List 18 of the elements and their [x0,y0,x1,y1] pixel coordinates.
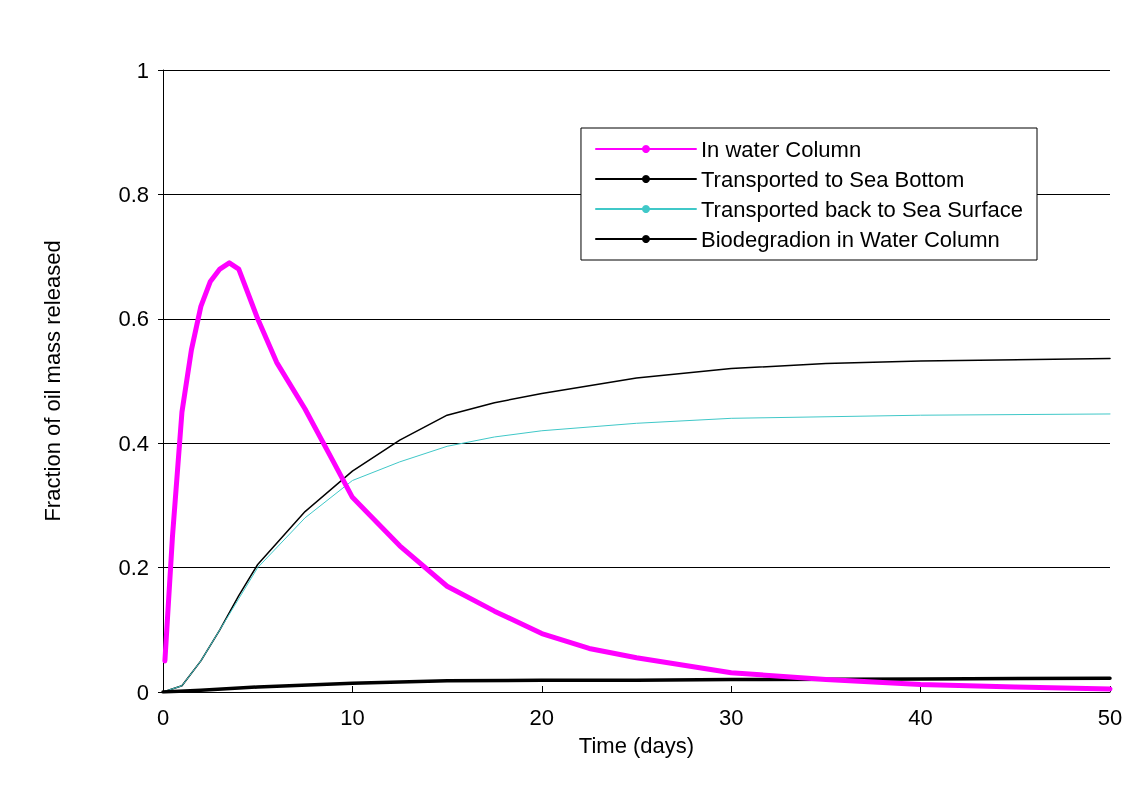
y-tick-label: 1 [136,57,149,83]
legend-label: Transported back to Sea Surface [700,196,1023,222]
x-tick-label: 0 [156,704,170,730]
x-tick-label: 10 [340,704,365,730]
y-tick-label: 0.8 [118,181,149,207]
y-axis-title: Fraction of oil mass released [39,240,65,522]
x-tick-label: 40 [908,704,933,730]
legend-label: In water Column [700,136,862,162]
y-tick-label: 0.6 [118,306,149,332]
x-tick-label: 50 [1097,704,1123,730]
y-tick-label: 0 [136,679,149,705]
legend-label: Biodegradion in Water Column [700,226,1000,252]
x-tick-label: 30 [718,704,744,730]
y-tick-label: 0.4 [118,430,149,456]
legend-label: Transported to Sea Bottom [700,166,965,192]
y-tick-label: 0.2 [118,555,149,581]
x-tick-label: 20 [529,704,555,730]
x-axis-title: Time (days) [578,732,695,758]
